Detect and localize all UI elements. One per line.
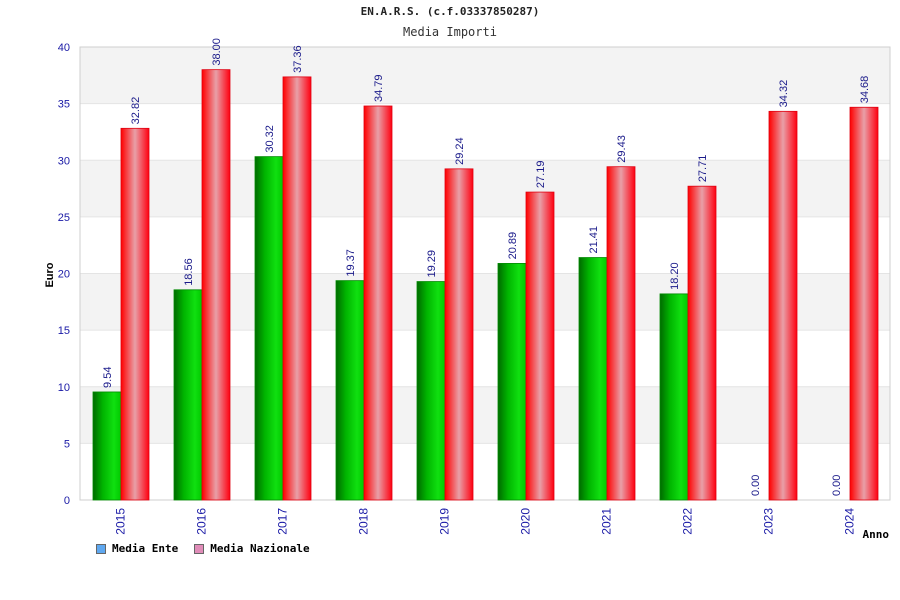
y-tick-label: 5 — [64, 438, 70, 450]
bar-value-label: 34.32 — [778, 80, 790, 108]
bar-media-ente — [497, 263, 527, 501]
bar-value-label: 21.41 — [588, 226, 600, 254]
legend-label: Media Ente — [112, 542, 179, 555]
bar-media-nazionale — [444, 168, 474, 501]
bar-media-nazionale — [849, 106, 879, 501]
bar-value-label: 27.19 — [535, 161, 547, 189]
bar-value-label: 34.68 — [859, 76, 871, 104]
plot-band — [80, 216, 890, 274]
bar-media-nazionale — [120, 127, 150, 501]
x-axis-label: Anno — [863, 528, 890, 541]
x-tick-label: 2024 — [843, 508, 857, 535]
y-tick-label: 35 — [58, 99, 70, 111]
bar-value-label: 18.56 — [183, 258, 195, 286]
plot-frame — [79, 46, 891, 501]
bar-value-label: 0.00 — [831, 475, 843, 496]
bar-value-label: 27.71 — [697, 155, 709, 183]
x-tick-label: 2018 — [357, 508, 371, 535]
legend-label: Media Nazionale — [210, 542, 310, 555]
chart-subtitle: Media Importi — [403, 25, 497, 39]
x-tick-label: 2015 — [114, 508, 128, 535]
bar-media-nazionale — [525, 191, 555, 501]
bar-value-label: 38.00 — [211, 38, 223, 66]
bar-media-ente — [335, 280, 365, 501]
bar-value-label: 18.20 — [669, 262, 681, 290]
bar-media-ente — [92, 391, 122, 501]
bar-value-label: 32.82 — [130, 97, 142, 125]
y-tick-label: 10 — [58, 382, 70, 394]
bar-value-label: 29.24 — [454, 137, 466, 165]
x-tick-label: 2021 — [600, 508, 614, 535]
bar-media-ente — [659, 293, 689, 501]
y-tick-label: 0 — [64, 495, 70, 507]
bar-media-nazionale — [201, 69, 231, 501]
y-tick-label: 25 — [58, 212, 70, 224]
bar-media-nazionale — [768, 110, 798, 501]
bar-media-ente — [578, 257, 608, 501]
bar-value-label: 20.89 — [507, 232, 519, 260]
bar-value-label: 9.54 — [102, 367, 114, 388]
bar-value-label: 34.79 — [373, 74, 385, 102]
x-tick-label: 2023 — [762, 508, 776, 535]
legend-swatch — [96, 543, 106, 554]
chart-legend: Media Ente Media Nazionale — [96, 542, 310, 555]
bar-media-nazionale — [687, 185, 717, 501]
bar-value-label: 19.29 — [426, 250, 438, 278]
y-axis-label: Euro — [44, 262, 56, 287]
plot-band — [80, 103, 890, 161]
plot-band — [80, 160, 890, 217]
bar-value-label: 37.36 — [292, 45, 304, 73]
x-tick-label: 2017 — [276, 508, 290, 535]
bar-media-ente — [416, 281, 446, 501]
x-tick-label: 2016 — [195, 508, 209, 535]
y-tick-label: 15 — [58, 325, 70, 337]
x-tick-label: 2019 — [438, 508, 452, 535]
bar-media-nazionale — [363, 105, 393, 501]
bar-value-label: 30.32 — [264, 125, 276, 153]
bar-media-ente — [254, 156, 284, 501]
legend-item-media-ente: Media Ente — [96, 542, 178, 555]
bar-media-ente — [173, 289, 203, 501]
bar-value-label: 19.37 — [345, 249, 357, 277]
x-tick-label: 2022 — [681, 508, 695, 535]
legend-item-media-nazionale: Media Nazionale — [194, 542, 310, 555]
y-tick-label: 30 — [58, 155, 70, 167]
bar-value-label: 0.00 — [750, 475, 762, 496]
y-tick-label: 40 — [58, 42, 70, 54]
bar-media-nazionale — [282, 76, 312, 501]
bar-media-nazionale — [606, 166, 636, 501]
bar-value-label: 29.43 — [616, 135, 628, 163]
x-tick-label: 2020 — [519, 508, 533, 535]
plot-band — [80, 47, 890, 104]
legend-swatch — [194, 543, 205, 554]
chart-title: EN.A.R.S. (c.f.03337850287) — [360, 5, 540, 18]
y-tick-label: 20 — [58, 269, 70, 281]
